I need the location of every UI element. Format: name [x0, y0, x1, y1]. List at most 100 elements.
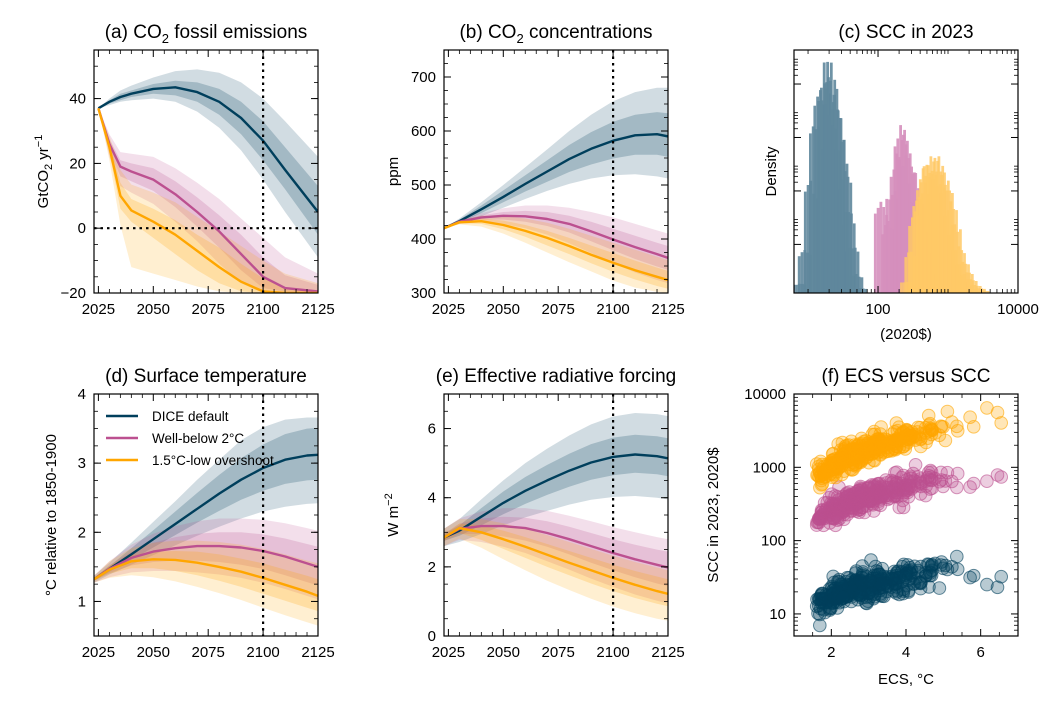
scatter-point-wb2c — [885, 484, 900, 499]
hist-bar-dice — [803, 191, 807, 293]
hist-bar-wb2c — [876, 207, 880, 293]
hist-bar-dice — [853, 289, 857, 293]
y-label-text: °C relative to 1850-1900 — [43, 434, 60, 596]
y-tick-label: 100 — [761, 533, 786, 550]
y-tick-label: 400 — [411, 231, 436, 248]
hist-bar-dice — [817, 101, 820, 293]
scatter-point-dice — [966, 568, 981, 583]
x-tick-label: 2 — [827, 644, 835, 661]
scatter-point-wb2c — [913, 472, 928, 486]
y-label-subscript: 2 — [43, 164, 55, 170]
scatter-point-low_os — [945, 415, 959, 429]
series-low_os-inner-band — [98, 108, 318, 293]
x-tick-label: 2025 — [432, 644, 465, 661]
panel-b-concentrations: 2025 2050 2075 2100 2125 300 400 500 600 700 (b) C… — [385, 22, 685, 318]
scatter-point-wb2c — [836, 505, 851, 519]
plot-area — [94, 394, 318, 636]
scatter-point-wb2c — [945, 474, 959, 489]
scatter-point-low_os — [921, 408, 936, 423]
scatter-point-low_os — [966, 420, 981, 434]
hist-bar-dice — [831, 125, 834, 293]
scatter-point-low_os — [832, 457, 846, 472]
series-wb2c-median-line — [94, 544, 318, 581]
scatter-point-low_os — [907, 427, 922, 442]
hist-bar-dice — [864, 288, 868, 293]
series-low_os-outer-band — [98, 108, 318, 293]
x-tick-label: 2100 — [246, 301, 279, 318]
title-subscript: 2 — [162, 31, 169, 46]
scatter-point-dice — [963, 570, 977, 585]
y-tick-label: 6 — [428, 421, 436, 438]
hist-bar-low_os — [977, 288, 981, 293]
scatter-point-dice — [892, 570, 907, 585]
series-low_os-inner-band — [94, 551, 318, 612]
x-tick-label: 2025 — [82, 301, 115, 318]
series-low_os-inner-band — [444, 523, 668, 607]
scatter-point-low_os — [853, 455, 868, 470]
hist-bar-low_os — [951, 250, 955, 293]
legend-label-wb2c: Well-below 2°C — [152, 431, 244, 446]
y-tick-label: 2 — [428, 559, 436, 576]
hist-bar-dice — [848, 247, 851, 293]
series-wb2c-inner-band — [444, 516, 668, 587]
panel-e-forcing: 2025 2050 2075 2100 2125 0 2 4 6 (e) Effective ra… — [383, 366, 685, 661]
y-tick-label: 0 — [78, 220, 86, 237]
scatter-point-dice — [848, 566, 863, 580]
panel-title: (a) CO2 fossil emissions — [105, 22, 308, 46]
x-tick-label: 10000 — [997, 301, 1039, 318]
y-tick-label: 3 — [78, 455, 86, 472]
hist-bar-low_os — [983, 290, 987, 293]
series-wb2c-inner-band — [444, 210, 668, 270]
hist-bar-low_os — [943, 215, 947, 293]
panel-title: (f) ECS versus SCC — [822, 366, 991, 387]
hist-bar-low_os — [935, 186, 939, 293]
panel-c-scc-histogram: 100 10000 (c) SCC in 2023 Density (2020$) — [763, 22, 1039, 343]
x-tick-label: 2050 — [137, 644, 170, 661]
hist-bar-dice — [795, 284, 798, 293]
panel-f-ecs-vs-scc: 2 4 6 10 100 1000 10000 (f) ECS versus SCC SCC i… — [705, 366, 1019, 688]
y-tick-label: 10000 — [744, 386, 786, 403]
title-subscript: 2 — [516, 31, 523, 46]
y-tick-label: 4 — [78, 386, 86, 403]
hist-bar-dice — [860, 277, 864, 293]
x-tick-label: 2075 — [192, 644, 225, 661]
scatter-point-low_os — [836, 449, 851, 464]
scatter-point-wb2c — [908, 458, 923, 472]
hist-bar-low_os — [974, 288, 978, 293]
hist-bar-wb2c — [905, 183, 909, 293]
series-wb2c-outer-band — [444, 205, 668, 284]
x-tick-label: 2100 — [596, 301, 629, 318]
scatter-point-dice — [921, 557, 936, 572]
y-axis-label: GtCO2 yr−1 — [33, 135, 55, 209]
axes-frame — [793, 49, 1019, 294]
x-tick-label: 2125 — [301, 644, 334, 661]
y-axis-label: Density — [763, 146, 780, 197]
title-text: (b) CO — [459, 22, 516, 43]
hist-bar-low_os — [939, 193, 943, 293]
series-low_os-median-line — [444, 220, 668, 282]
plot-area — [444, 50, 668, 293]
scatter-point-low_os — [980, 401, 994, 415]
hist-bar-dice — [834, 148, 838, 293]
x-axis-label: ECS, °C — [878, 671, 934, 688]
hist-bar-low_os — [923, 182, 927, 293]
panel-title: (b) CO2 concentrations — [459, 22, 652, 46]
scatter-point-low_os — [913, 420, 928, 435]
y-axis-label: SCC in 2023, 2020$ — [705, 447, 722, 583]
scatter-point-wb2c — [865, 493, 879, 507]
scatter-point-low_os — [938, 433, 953, 448]
hist-bar-low_os — [981, 290, 984, 293]
series-low_os-median-line — [97, 107, 318, 293]
hist-bar-low_os — [931, 179, 935, 293]
hist-bar-low_os — [916, 190, 919, 293]
x-axis-label: (2020$) — [880, 326, 932, 343]
scatter-point-low_os — [900, 424, 914, 439]
series-low_os-outer-band — [444, 519, 668, 621]
scatter-point-low_os — [892, 429, 907, 443]
y-tick-label: 10 — [769, 606, 786, 623]
scatter-point-dice — [914, 576, 928, 591]
scatter-point-wb2c — [990, 468, 1005, 482]
series-dice-median-line — [444, 453, 668, 539]
legend-label-dice: DICE default — [152, 409, 229, 424]
